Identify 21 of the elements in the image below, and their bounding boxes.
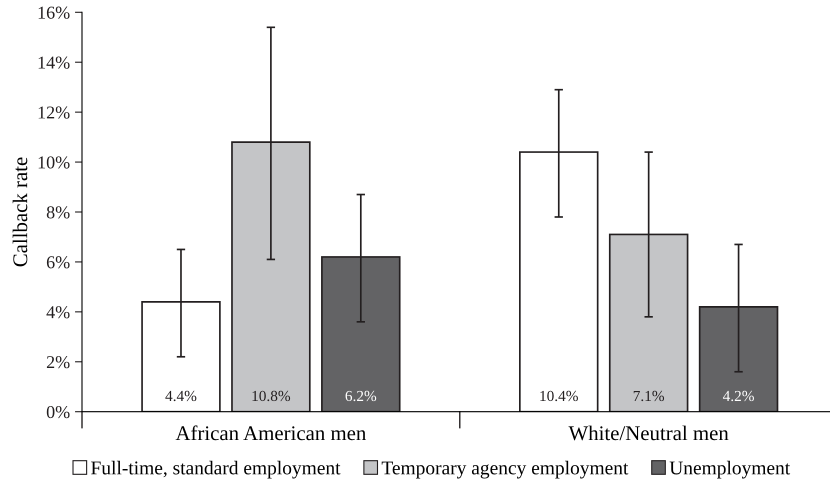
legend-label: Temporary agency employment (382, 460, 628, 478)
x-tick-label: African American men (176, 425, 366, 440)
y-tick-label: 0% (46, 406, 70, 418)
data-label: 10.4% (540, 390, 578, 402)
data-label: 4.2% (722, 390, 754, 402)
legend-label: Unemployment (670, 460, 790, 478)
y-tick-label: 2% (46, 356, 70, 368)
y-tick-label: 12% (38, 106, 70, 119)
data-label: 7.1% (634, 390, 664, 402)
data-label: 10.8% (252, 390, 290, 402)
legend-label: Full-time, standard employment (91, 460, 340, 478)
data-label: 4.4% (165, 390, 196, 402)
y-tick-label: 8% (46, 206, 70, 218)
y-tick-label: 4% (46, 306, 70, 318)
y-tick-label: 16% (38, 6, 70, 19)
data-label: 6.2% (346, 390, 376, 402)
y-axis-title: Callback rate (12, 157, 28, 266)
y-tick-label: 10% (38, 156, 70, 169)
y-tick-label: 14% (38, 56, 70, 69)
x-tick-label: White/Neutral men (568, 426, 728, 440)
y-tick-label: 6% (46, 256, 70, 268)
